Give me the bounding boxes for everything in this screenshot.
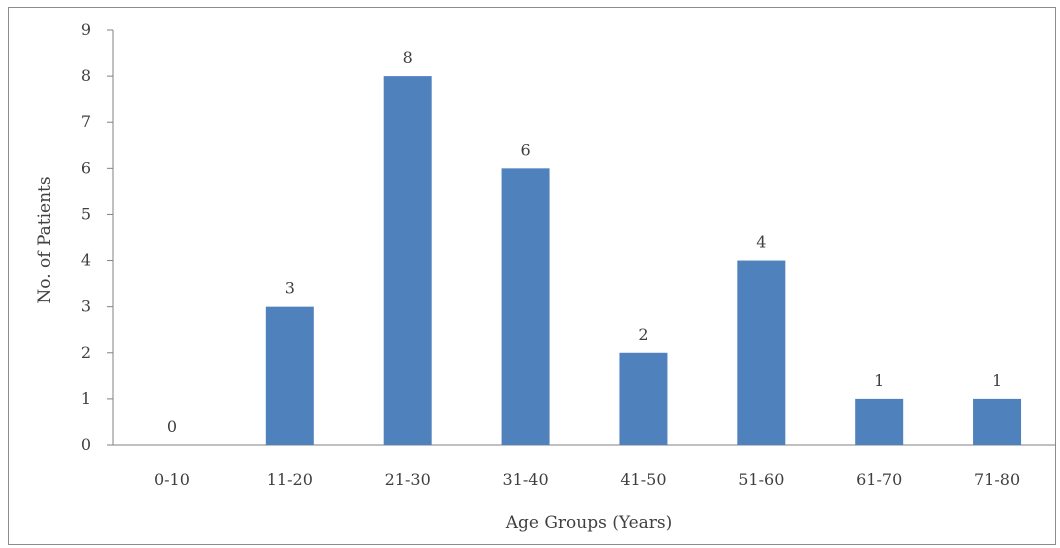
data-labels: 0 3 8 6 2 4 1 1 (167, 48, 1002, 436)
x-tick-label: 31-40 (503, 470, 549, 489)
x-axis: 0-10 11-20 21-30 31-40 41-50 51-60 61-70 71-80 (113, 444, 1056, 489)
bar (973, 398, 1022, 445)
bar (383, 76, 432, 445)
x-tick-label: 41-50 (620, 470, 666, 489)
y-tick-label: 3 (81, 297, 91, 316)
y-tick-label: 2 (81, 343, 91, 362)
bar (737, 260, 786, 445)
bar (265, 306, 314, 445)
y-tick-label: 9 (81, 20, 91, 39)
x-tick-label: 11-20 (267, 470, 313, 489)
data-label: 0 (167, 417, 177, 436)
x-tick-label: 61-70 (856, 470, 902, 489)
data-label: 1 (874, 371, 884, 390)
y-tick-label: 7 (81, 112, 91, 131)
x-tick-label: 71-80 (974, 470, 1020, 489)
y-tick-label: 0 (81, 435, 91, 454)
x-axis-title: Age Groups (Years) (505, 513, 673, 533)
data-label: 2 (638, 325, 648, 344)
data-label: 4 (756, 233, 766, 252)
bar (501, 168, 550, 446)
y-tick-label: 1 (81, 389, 91, 408)
data-label: 6 (520, 140, 530, 159)
data-label: 8 (403, 48, 413, 67)
y-axis: 0 1 2 3 4 5 6 7 8 9 (81, 20, 114, 454)
data-label: 3 (285, 279, 295, 298)
x-tick-label: 0-10 (154, 470, 190, 489)
bar (855, 398, 904, 445)
bars (265, 76, 1022, 446)
bar (619, 352, 668, 445)
y-tick-label: 4 (81, 251, 91, 270)
x-tick-label: 51-60 (738, 470, 784, 489)
y-tick-label: 6 (81, 158, 91, 177)
data-label: 1 (992, 371, 1002, 390)
y-tick-label: 8 (81, 66, 91, 85)
y-axis-title: No. of Patients (35, 176, 55, 303)
y-tick-label: 5 (81, 204, 91, 223)
x-tick-label: 21-30 (385, 470, 431, 489)
